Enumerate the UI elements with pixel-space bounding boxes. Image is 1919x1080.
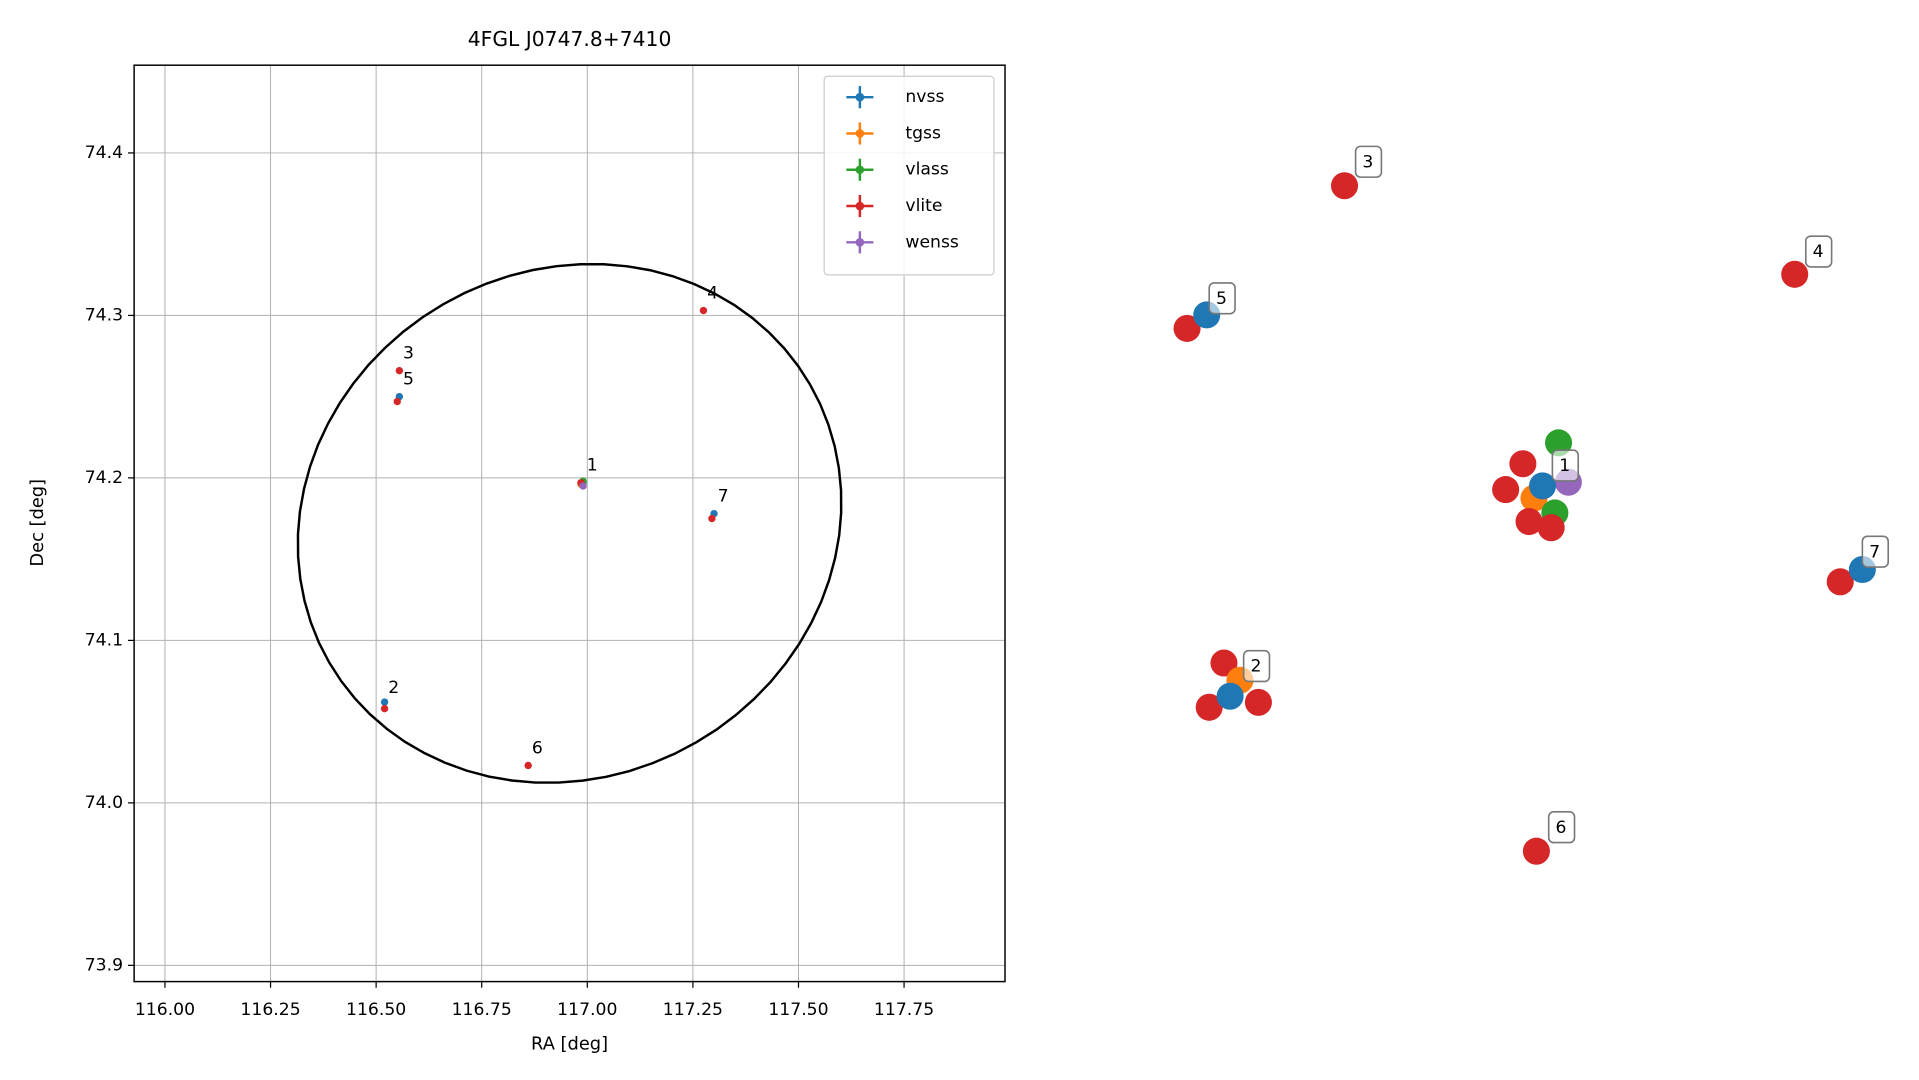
legend-marker [855, 165, 865, 175]
point-annotation: 2 [388, 678, 399, 698]
y-tick-label: 74.4 [85, 143, 123, 163]
source-label: 3 [1362, 152, 1373, 172]
source-label: 7 [1869, 542, 1880, 562]
legend-marker [855, 201, 865, 211]
y-axis-label: Dec [deg] [27, 479, 48, 567]
label-box [1804, 235, 1833, 268]
point-annotation: 6 [532, 738, 543, 758]
x-tick-label: 116.75 [452, 1000, 512, 1020]
point-annotation: 5 [403, 369, 414, 389]
source-dot [1537, 514, 1565, 542]
x-tick-label: 117.25 [663, 1000, 723, 1020]
legend-label: vlass [905, 160, 948, 180]
legend-box [823, 75, 995, 276]
data-point [524, 761, 532, 770]
point-annotation: 4 [707, 283, 718, 303]
y-tick-label: 74.3 [85, 305, 123, 325]
data-point [380, 704, 389, 713]
source-dot [1216, 682, 1244, 710]
y-tick-label: 74.1 [85, 630, 123, 650]
uncertainty-ellipse [296, 262, 843, 784]
legend-marker [855, 238, 865, 247]
y-tick-label: 73.9 [85, 955, 123, 975]
data-point [699, 306, 708, 315]
legend-label: nvss [905, 87, 944, 107]
x-tick-label: 117.00 [557, 1000, 617, 1020]
x-tick-label: 117.75 [874, 1000, 934, 1020]
label-box [1551, 449, 1580, 482]
data-point [393, 397, 401, 406]
data-point [395, 366, 404, 375]
source-dot [1173, 314, 1201, 342]
right-panel: 1 2 3 4 5 6 7 [1173, 145, 1890, 865]
source-dot [1509, 450, 1537, 478]
x-tick-label: 116.25 [240, 1000, 300, 1020]
source-label: 6 [1556, 818, 1567, 838]
point-annotation: 7 [718, 486, 729, 506]
source-dot [1330, 172, 1359, 200]
label-box [1547, 811, 1576, 844]
source-label: 4 [1813, 242, 1824, 262]
y-tick-label: 74.2 [85, 468, 123, 488]
point-annotation: 3 [403, 343, 414, 363]
data-point [579, 482, 587, 490]
axes-frame [133, 64, 1006, 983]
x-tick-label: 117.50 [768, 1000, 828, 1020]
x-axis-label: RA [deg] [531, 1033, 608, 1054]
label-box [1242, 649, 1271, 683]
source-dot [1195, 693, 1223, 721]
data-point [380, 698, 389, 706]
y-tick-label: 74.0 [85, 793, 123, 813]
legend-marker [855, 92, 865, 102]
source-dot [1781, 260, 1809, 288]
source-dot [1210, 649, 1238, 677]
label-box [1861, 535, 1890, 568]
source-dot [1826, 568, 1854, 596]
label-box [1208, 282, 1236, 315]
x-tick-label: 116.00 [135, 1000, 195, 1020]
legend-label: vlite [905, 196, 942, 216]
source-dot [1492, 476, 1520, 504]
chart-title: 4FGL J0747.8+7410 [468, 27, 672, 51]
source-dot [1244, 688, 1272, 716]
source-dot [1515, 508, 1543, 536]
left-panel: 4FGL J0747.8+7410 RA [deg] Dec [deg] 116… [27, 27, 1006, 1054]
data-point [708, 514, 716, 523]
label-box [1354, 145, 1383, 178]
source-label: 1 [1559, 456, 1570, 476]
x-tick-label: 116.50 [346, 1000, 406, 1020]
source-label: 5 [1216, 289, 1227, 309]
point-annotation: 1 [587, 456, 598, 476]
source-dot [1522, 837, 1550, 865]
legend-label: tgss [905, 123, 941, 143]
legend-label: wenss [905, 232, 959, 252]
source-label: 2 [1250, 657, 1261, 677]
source-dot [1529, 472, 1557, 500]
legend-marker [855, 129, 865, 138]
